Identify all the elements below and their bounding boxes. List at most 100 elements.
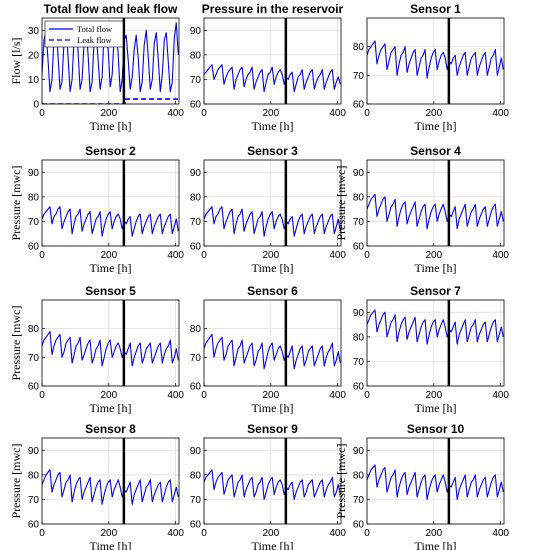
y-tick-label: 70 [190, 495, 202, 506]
y-tick-label: 90 [353, 446, 365, 457]
plot-area [204, 18, 341, 104]
y-tick-label: 80 [353, 192, 365, 203]
series-group [42, 330, 179, 367]
subplot-title: Sensor 2 [85, 144, 136, 158]
x-tick-label: 0 [201, 390, 207, 401]
subplot-5: 0 200 400 60 70 80 90 Sensor 3 Time [h] [190, 144, 347, 275]
axes-frame [41, 299, 180, 387]
subplot-title: Sensor 5 [85, 284, 136, 298]
y-tick-label: 70 [190, 75, 202, 86]
axes-frame [366, 437, 505, 525]
x-tick-label: 0 [39, 528, 45, 539]
plot-area [367, 300, 504, 386]
subplot-9: 0 200 400 60 70 80 90 Sensor 7 Time [h] [353, 284, 510, 415]
subplot-1: 0 200 400 0 10 20 30 Total flow and leak flow Ti… [9, 2, 184, 133]
subplot-10: 0 200 400 60 70 80 90 Sensor 8 Time [h] Pressure … [9, 422, 184, 550]
y-tick-label: 80 [28, 324, 40, 335]
series-group [367, 309, 504, 345]
x-tick-label: 200 [425, 250, 442, 261]
y-tick-label: 10 [28, 75, 40, 86]
x-axis-label: Time [h] [90, 539, 132, 550]
subplot-title: Sensor 1 [410, 2, 461, 16]
axes-frame [366, 299, 505, 387]
series-group [367, 40, 504, 79]
y-tick-label: 60 [353, 242, 365, 253]
series-group [367, 193, 504, 230]
series-line-2 [42, 98, 179, 104]
x-tick-label: 0 [39, 250, 45, 261]
axes-frame [366, 159, 505, 247]
y-tick-label: 80 [353, 42, 365, 53]
x-tick-label: 400 [492, 390, 509, 401]
subplot-4: 0 200 400 60 70 80 90 Sensor 2 Time [h] Pressure … [9, 144, 184, 275]
x-tick-label: 0 [201, 528, 207, 539]
legend-entry: Leak flow [77, 35, 113, 45]
x-tick-label: 0 [201, 250, 207, 261]
y-axis-label: Pressure [mwc] [334, 444, 348, 519]
series-group [42, 469, 179, 505]
series-group [204, 64, 341, 93]
y-tick-label: 0 [33, 100, 39, 111]
x-tick-label: 400 [492, 250, 509, 261]
series-line-1 [204, 469, 341, 500]
series-line-1 [42, 330, 179, 367]
y-tick-label: 80 [190, 192, 202, 203]
x-axis-label: Time [h] [415, 539, 457, 550]
subplot-title: Pressure in the reservoir [202, 2, 344, 16]
subplot-8: 0 200 400 60 70 80 Sensor 6 Time [h] [190, 284, 347, 415]
plot-area [204, 160, 341, 246]
x-tick-label: 400 [167, 528, 184, 539]
series-line-1 [204, 64, 341, 93]
series-group [204, 206, 341, 237]
y-tick-label: 70 [190, 353, 202, 364]
axes-frame [366, 17, 505, 105]
x-tick-label: 400 [167, 108, 184, 119]
y-tick-label: 70 [353, 217, 365, 228]
series-line-1 [42, 206, 179, 237]
series-line-1 [367, 193, 504, 230]
axes-frame [203, 437, 342, 525]
series-line-1 [367, 464, 504, 500]
series-line-1 [367, 309, 504, 345]
x-tick-label: 200 [425, 390, 442, 401]
x-tick-label: 200 [262, 528, 279, 539]
y-tick-label: 60 [190, 520, 202, 531]
y-tick-label: 60 [28, 242, 40, 253]
x-tick-label: 400 [329, 250, 346, 261]
x-axis-label: Time [h] [90, 261, 132, 275]
x-tick-label: 400 [167, 250, 184, 261]
x-tick-label: 200 [262, 108, 279, 119]
x-tick-label: 0 [364, 528, 370, 539]
y-tick-label: 80 [190, 470, 202, 481]
x-tick-label: 400 [329, 108, 346, 119]
y-tick-label: 90 [353, 168, 365, 179]
axes-frame [41, 159, 180, 247]
x-axis-label: Time [h] [252, 539, 294, 550]
y-tick-label: 90 [190, 26, 202, 37]
subplot-title: Sensor 9 [247, 422, 298, 436]
x-tick-label: 200 [425, 528, 442, 539]
x-axis-label: Time [h] [90, 119, 132, 133]
y-tick-label: 30 [28, 26, 40, 37]
series-group [367, 464, 504, 500]
axes-frame [203, 159, 342, 247]
y-tick-label: 90 [190, 446, 202, 457]
series-line-1 [42, 469, 179, 505]
y-tick-label: 80 [353, 470, 365, 481]
y-tick-label: 70 [190, 217, 202, 228]
x-tick-label: 0 [364, 390, 370, 401]
legend-entry: Total flow [77, 24, 113, 34]
y-tick-label: 90 [28, 446, 40, 457]
axes-frame [203, 299, 342, 387]
x-axis-label: Time [h] [252, 401, 294, 415]
x-axis-label: Time [h] [90, 401, 132, 415]
subplot-12: 0 200 400 60 70 80 90 Sensor 10 Time [h] Pressure… [334, 422, 509, 550]
subplot-title: Sensor 8 [85, 422, 136, 436]
x-tick-label: 200 [100, 528, 117, 539]
subplot-3: 0 200 400 60 70 80 Sensor 1 Time [h] [353, 2, 510, 133]
axes-frame [41, 17, 180, 105]
y-tick-label: 60 [353, 520, 365, 531]
